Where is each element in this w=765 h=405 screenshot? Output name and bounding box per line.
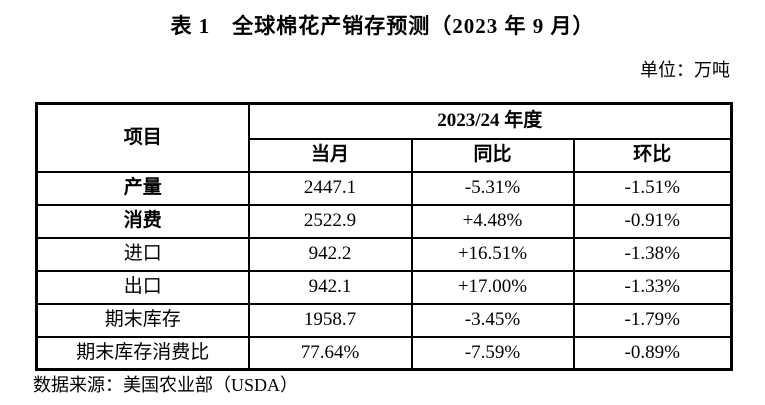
column-header-mom: 环比 [572,138,733,173]
cell-current-month: 942.1 [247,270,413,305]
table-row-stocks-to-use-ratio: 期末库存消费比 77.64% -7.59% -0.89% [35,336,733,371]
cell-mom: -0.91% [572,204,733,239]
cell-yoy: +16.51% [410,237,575,272]
unit-label: 单位：万吨 [640,60,730,80]
header-row-columns: 当月 同比 环比 [37,138,733,173]
header-row-year: 项目 2023/24 年度 [35,102,733,173]
cell-mom: -1.33% [572,270,733,305]
cell-yoy: -5.31% [410,171,575,206]
data-source: 数据来源：美国农业部（USDA） [33,375,299,395]
table-title: 表 1 全球棉花产销存预测（2023 年 9 月） [170,14,595,38]
row-label: 产量 [35,171,250,206]
cell-mom: -0.89% [572,336,733,371]
column-header-item: 项目 [35,102,250,173]
cell-current-month: 2447.1 [247,171,413,206]
row-label: 期末库存消费比 [35,336,250,371]
cell-current-month: 942.2 [247,237,413,272]
table-row-production: 产量 2447.1 -5.31% -1.51% [35,171,733,206]
cell-current-month: 77.64% [247,336,413,371]
cell-yoy: +17.00% [410,270,575,305]
table-row-consumption: 消费 2522.9 +4.48% -0.91% [35,204,733,239]
row-label: 期末库存 [35,303,250,338]
row-label: 消费 [35,204,250,239]
table-row-export: 出口 942.1 +17.00% -1.33% [35,270,733,305]
cell-mom: -1.51% [572,171,733,206]
table-row-import: 进口 942.2 +16.51% -1.38% [35,237,733,272]
cell-current-month: 1958.7 [247,303,413,338]
cell-yoy: -7.59% [410,336,575,371]
row-label: 进口 [35,237,250,272]
cotton-forecast-table: 项目 2023/24 年度 当月 同比 环比 产量 2447.1 -5.31% … [35,102,733,371]
column-header-yoy: 同比 [410,138,575,173]
cell-mom: -1.38% [572,237,733,272]
column-header-year: 2023/24 年度 [247,102,733,140]
row-label: 出口 [35,270,250,305]
cell-yoy: -3.45% [410,303,575,338]
table-row-ending-stocks: 期末库存 1958.7 -3.45% -1.79% [35,303,733,338]
cell-yoy: +4.48% [410,204,575,239]
column-header-current-month: 当月 [247,138,413,173]
cell-current-month: 2522.9 [247,204,413,239]
cell-mom: -1.79% [572,303,733,338]
